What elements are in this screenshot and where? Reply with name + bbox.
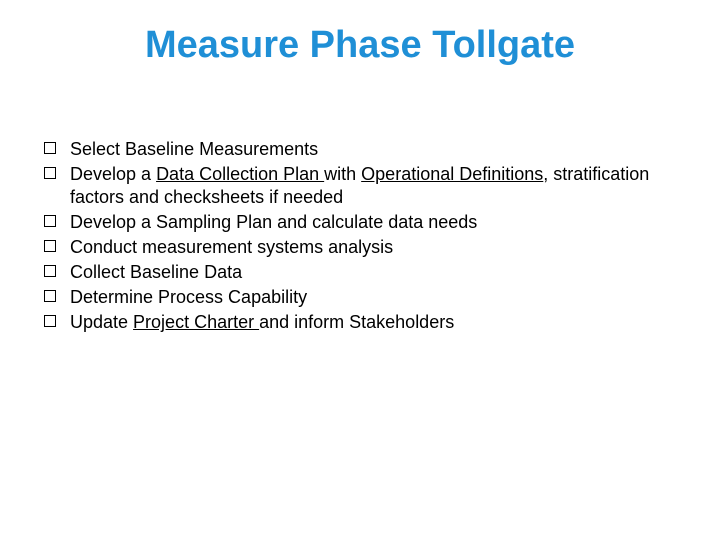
checklist-item: Determine Process Capability: [44, 286, 660, 309]
checklist: Select Baseline MeasurementsDevelop a Da…: [44, 138, 660, 336]
checklist-item: Develop a Data Collection Plan with Oper…: [44, 163, 660, 209]
checklist-item-text: Select Baseline Measurements: [70, 138, 660, 161]
checklist-item: Develop a Sampling Plan and calculate da…: [44, 211, 660, 234]
slide-title: Measure Phase Tollgate: [0, 24, 720, 67]
checklist-item-text: Conduct measurement systems analysis: [70, 236, 660, 259]
checklist-item: Select Baseline Measurements: [44, 138, 660, 161]
checkbox-icon: [44, 240, 56, 252]
checklist-item-text: Collect Baseline Data: [70, 261, 660, 284]
checklist-item-text: Develop a Sampling Plan and calculate da…: [70, 211, 660, 234]
checkbox-icon: [44, 142, 56, 154]
checklist-item: Conduct measurement systems analysis: [44, 236, 660, 259]
checklist-item-text: Develop a Data Collection Plan with Oper…: [70, 163, 660, 209]
checkbox-icon: [44, 215, 56, 227]
slide: Measure Phase Tollgate Select Baseline M…: [0, 0, 720, 540]
checkbox-icon: [44, 315, 56, 327]
checklist-item-text: Update Project Charter and inform Stakeh…: [70, 311, 660, 334]
checklist-item-text: Determine Process Capability: [70, 286, 660, 309]
checkbox-icon: [44, 265, 56, 277]
checkbox-icon: [44, 167, 56, 179]
checklist-item: Collect Baseline Data: [44, 261, 660, 284]
checkbox-icon: [44, 290, 56, 302]
checklist-item: Update Project Charter and inform Stakeh…: [44, 311, 660, 334]
